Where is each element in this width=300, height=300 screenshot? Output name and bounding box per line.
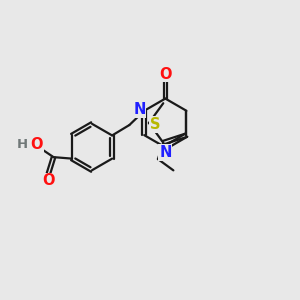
Text: O: O [159,67,172,82]
Text: N: N [159,145,172,160]
Text: S: S [150,117,160,132]
Text: O: O [30,137,43,152]
Text: N: N [133,102,146,117]
Text: H: H [17,138,28,151]
Text: O: O [42,173,54,188]
